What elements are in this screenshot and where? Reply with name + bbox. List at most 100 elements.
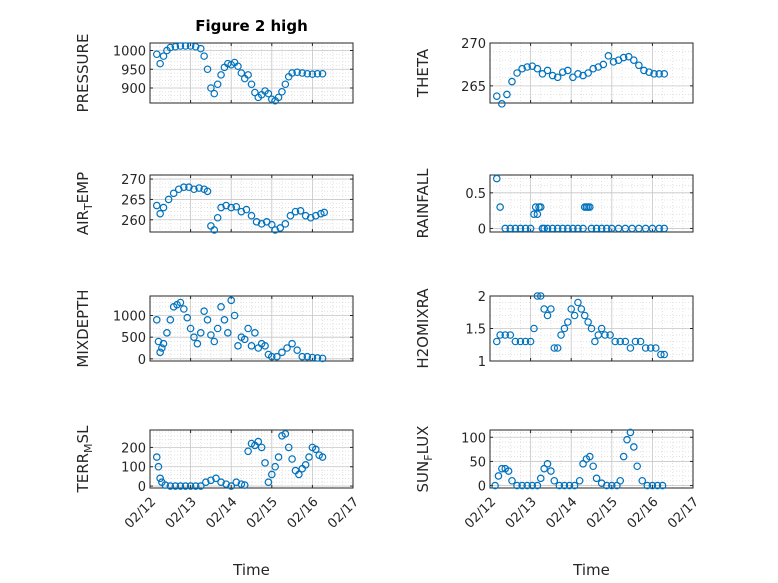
subplot-1: 270 265 THETA xyxy=(414,37,694,108)
data-point xyxy=(638,476,647,485)
data-point xyxy=(305,453,313,461)
data-point xyxy=(547,305,555,313)
subplot-7: 100 50 002/12 02/13 02/14 02/15 02/16 02/17 SUNF… xyxy=(414,426,702,579)
data-point xyxy=(587,224,596,233)
data-point xyxy=(492,337,501,346)
data-point xyxy=(533,64,542,73)
data-point xyxy=(536,474,545,483)
data-point xyxy=(240,481,249,489)
data-point xyxy=(548,71,557,80)
data-point xyxy=(619,452,628,461)
data-point xyxy=(176,298,185,307)
y-tick-label: 100 xyxy=(461,431,486,446)
data-point xyxy=(543,224,552,233)
data-point xyxy=(293,68,301,77)
data-point xyxy=(550,344,559,352)
data-point xyxy=(247,342,256,350)
data-point xyxy=(553,344,562,352)
data-point xyxy=(196,44,205,53)
data-point xyxy=(498,464,506,473)
data-point xyxy=(232,202,241,211)
y-tick-label: 260 xyxy=(121,214,146,229)
y-tick-label: 0 xyxy=(138,353,146,368)
data-point xyxy=(303,352,312,361)
data-point xyxy=(496,203,504,211)
data-point xyxy=(648,481,657,490)
data-point xyxy=(657,350,665,359)
data-point xyxy=(278,87,286,96)
x-tick-label-group: 02/14 xyxy=(203,495,240,532)
data-point xyxy=(152,50,161,59)
data-point xyxy=(589,462,597,471)
data-point xyxy=(296,207,305,215)
data-point xyxy=(494,472,503,480)
x-tick-label: 02/16 xyxy=(284,495,321,532)
data-point xyxy=(158,344,166,352)
y-tick-label: 1.5 xyxy=(465,323,486,338)
data-point xyxy=(203,187,212,196)
data-point xyxy=(560,481,569,490)
data-point xyxy=(640,66,648,75)
data-point xyxy=(210,226,219,234)
data-point xyxy=(530,210,538,218)
data-point xyxy=(574,70,582,78)
data-point xyxy=(508,77,516,86)
data-point xyxy=(195,184,203,192)
y-axis-label: TERRMSL xyxy=(74,425,95,494)
data-point xyxy=(196,329,205,337)
x-tick-label-group: 02/12 xyxy=(122,495,159,532)
y-axis-label: THETA xyxy=(414,48,432,98)
data-point xyxy=(180,183,188,192)
data-point xyxy=(570,311,579,320)
data-point xyxy=(597,224,606,233)
data-point xyxy=(531,203,540,211)
data-point xyxy=(543,66,552,75)
data-point xyxy=(293,346,301,354)
data-point xyxy=(244,447,252,456)
y-tick-label: 900 xyxy=(121,82,146,97)
data-point xyxy=(492,92,501,100)
data-point xyxy=(626,428,635,437)
data-point xyxy=(313,69,322,78)
data-point xyxy=(606,331,614,339)
data-point xyxy=(567,305,576,313)
data-point xyxy=(217,478,225,487)
y-axis-label-group: THETA xyxy=(414,48,432,98)
data-point xyxy=(152,316,161,324)
subplot-2: 270 265 260 AIRTEMP xyxy=(74,172,354,235)
data-point xyxy=(602,224,611,233)
x-tick-label-group: 02/16 xyxy=(284,495,321,532)
data-point xyxy=(212,474,220,483)
data-point xyxy=(586,203,594,211)
data-point xyxy=(643,481,652,490)
axes-box xyxy=(489,42,694,104)
data-point xyxy=(579,224,587,233)
data-point xyxy=(156,209,164,218)
data-point xyxy=(629,443,638,451)
data-point xyxy=(308,70,317,78)
data-point xyxy=(203,316,212,324)
data-point xyxy=(523,481,532,490)
data-point xyxy=(626,344,635,352)
data-point xyxy=(580,311,589,320)
data-point xyxy=(152,453,161,461)
data-point xyxy=(171,42,180,51)
data-point xyxy=(181,42,190,50)
data-point xyxy=(281,220,290,228)
data-point xyxy=(506,331,515,339)
y-tick-label: 0 xyxy=(478,480,486,495)
data-point xyxy=(202,478,210,487)
data-point xyxy=(284,443,293,452)
data-point xyxy=(646,344,655,352)
data-point xyxy=(550,476,559,485)
data-point xyxy=(611,337,619,346)
y-axis-label-group: TERRMSL xyxy=(74,425,95,494)
data-point xyxy=(533,481,542,490)
y-tick-label: 0 xyxy=(138,480,146,495)
data-point xyxy=(227,203,236,212)
data-point xyxy=(298,69,307,77)
axes-box xyxy=(149,42,354,104)
axes-box xyxy=(489,429,694,489)
x-tick-label: 02/15 xyxy=(584,495,621,532)
data-point xyxy=(267,470,276,479)
